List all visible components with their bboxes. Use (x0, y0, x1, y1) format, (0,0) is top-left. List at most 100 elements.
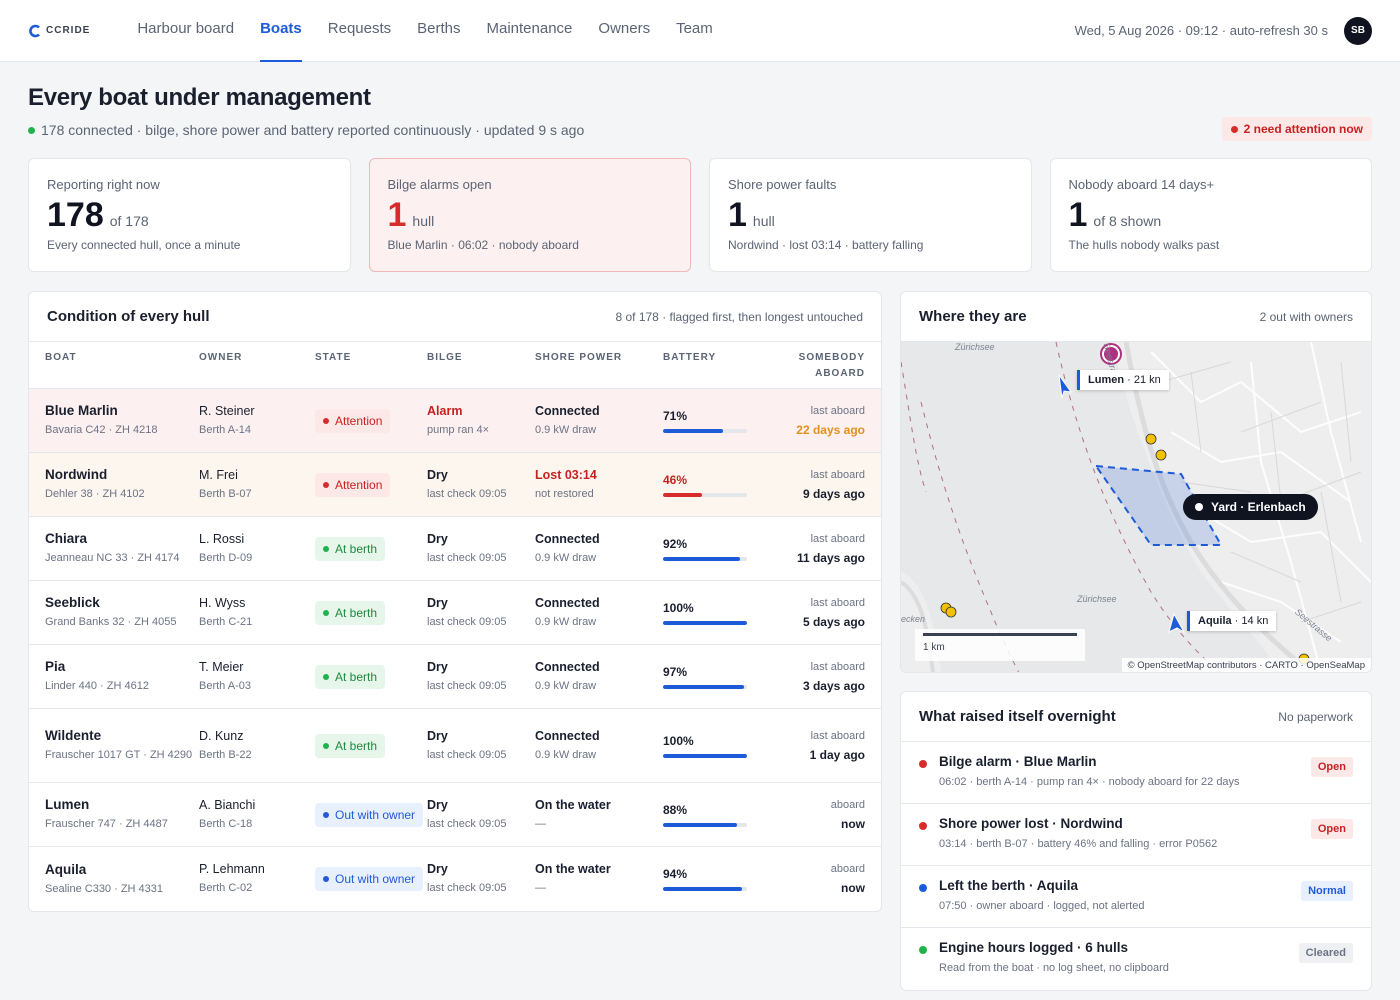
shore-power-detail: 0.9 kW draw (535, 551, 597, 564)
stat-card-nobody-aboard[interactable]: Nobody aboard 14 days+ 1 of 8 shown The h… (1049, 158, 1372, 272)
shore-power-status: Connected (535, 403, 600, 418)
boat-name[interactable]: Lumen (45, 797, 90, 813)
col-somebody-aboard[interactable]: Somebody aboard (773, 352, 881, 388)
battery-percent: 88% (663, 802, 688, 817)
battery-bar-fill (663, 556, 741, 561)
bilge-status: Dry (427, 595, 448, 610)
table-row[interactable]: Nordwind Dehler 38 · ZH 4102 M. Frei Berth … (29, 453, 881, 517)
col-shore-power[interactable]: Shore power (535, 352, 623, 363)
battery-bar (663, 620, 747, 625)
stat-cards: Reporting right now 178 of 178 Every conn… (28, 158, 1372, 272)
owner-name[interactable]: P. Lehmann (199, 862, 265, 877)
owner-name[interactable]: M. Frei (199, 467, 238, 482)
nav-berths[interactable]: Berths (417, 20, 461, 37)
shore-power-detail: not restored (535, 487, 594, 500)
event-title: Shore power lost · Nordwind (939, 816, 1123, 831)
subtitle-text: 178 connected · bilge, shore power and b… (41, 122, 585, 138)
boat-name[interactable]: Blue Marlin (45, 403, 118, 419)
boat-marker-lumen (1058, 374, 1073, 399)
owner-name[interactable]: T. Meier (199, 659, 244, 674)
status-text: At berth (335, 541, 378, 556)
nav-harbour-board[interactable]: Harbour board (137, 20, 235, 37)
event-status-badge: Normal (1301, 881, 1353, 901)
nav-requests[interactable]: Requests (327, 20, 392, 37)
event-item[interactable]: Engine hours logged · 6 hulls Read from t… (901, 928, 1371, 990)
bilge-status: Dry (427, 467, 448, 482)
table-row[interactable]: Pia Linder 440 · ZH 4612 T. Meier Berth A-0… (29, 645, 881, 709)
berth-label: Berth A-03 (199, 679, 251, 692)
shore-power-detail: 0.9 kW draw (535, 423, 597, 436)
stat-note: Every connected hull, once a minute (47, 238, 241, 252)
hull-condition-panel: Condition of every hull 8 of 178 · flagg… (28, 291, 882, 912)
nav-boats[interactable]: Boats (247, 0, 315, 62)
col-state[interactable]: State (315, 352, 352, 363)
boat-name[interactable]: Wildente (45, 728, 102, 744)
map-attribution[interactable]: © OpenStreetMap contributors · CARTO · O… (1121, 658, 1371, 672)
boat-name[interactable]: Aquila (45, 861, 87, 877)
scale-label: 1 km (923, 642, 945, 653)
owner-name[interactable]: A. Bianchi (199, 797, 256, 812)
col-aboard-line-1: Somebody (798, 352, 865, 363)
attention-badge[interactable]: 2 need attention now (1221, 117, 1372, 141)
stat-value: 1 (728, 196, 747, 234)
boat-model: Frauscher 1017 GT · ZH 4290 (45, 749, 193, 762)
aboard-value: 11 days ago (796, 550, 865, 565)
boat-name[interactable]: Chiara (45, 531, 88, 547)
stat-card-bilge[interactable]: Bilge alarms open 1 hull Blue Marlin · 06… (368, 158, 691, 272)
status-text: Out with owner (335, 807, 416, 822)
harbour-map[interactable]: Zürichsee Zürichsee Seestrasse Seestrass… (901, 342, 1371, 672)
status-dot-icon (323, 742, 329, 749)
boat-label-lumen[interactable]: Lumen · 21 kn (1077, 370, 1169, 390)
status-badge: At berth (315, 536, 386, 561)
table-row[interactable]: Chiara Jeanneau NC 33 · ZH 4174 L. Rossi Be… (29, 517, 881, 581)
event-title: Engine hours logged · 6 hulls (939, 940, 1129, 955)
status-dot-icon (323, 545, 329, 552)
boat-label-name: Lumen (1088, 374, 1125, 386)
map-panel: Where they are 2 out with owners (900, 291, 1372, 673)
table-header: Boat Owner State Bilge Shore power Batte… (29, 342, 881, 389)
yard-label[interactable]: Yard · Erlenbach (1183, 494, 1318, 520)
stat-card-shore-power[interactable]: Shore power faults 1 hull Nordwind · lost… (709, 158, 1032, 272)
owner-name[interactable]: H. Wyss (199, 595, 246, 610)
col-owner[interactable]: Owner (199, 352, 243, 363)
boat-name[interactable]: Pia (45, 659, 66, 675)
panel-meta: 2 out with owners (1259, 309, 1353, 324)
stat-unit: hull (752, 213, 775, 229)
status-dot-icon (323, 609, 329, 616)
event-item[interactable]: Left the berth · Aquila 07:50 · owner abo… (901, 866, 1371, 928)
table-row[interactable]: Seeblick Grand Banks 32 · ZH 4055 H. Wyss B… (29, 581, 881, 645)
event-detail: 03:14 · berth B-07 · battery 46% and fal… (939, 838, 1218, 850)
panel-title: What raised itself overnight (919, 708, 1116, 725)
shore-power-detail: 0.9 kW draw (535, 748, 597, 761)
berth-label: Berth B-07 (199, 487, 252, 500)
battery-bar (663, 556, 747, 561)
table-row[interactable]: Lumen Frauscher 747 · ZH 4487 A. Bianchi Be… (29, 783, 881, 847)
col-bilge[interactable]: Bilge (427, 352, 463, 363)
bilge-detail: last check 09:05 (427, 615, 507, 628)
event-item[interactable]: Shore power lost · Nordwind 03:14 · berth… (901, 804, 1371, 866)
table-row[interactable]: Aquila Sealine C330 · ZH 4331 P. Lehmann Be… (29, 847, 881, 911)
nav-owners[interactable]: Owners (598, 20, 651, 37)
event-item[interactable]: Bilge alarm · Blue Marlin 06:02 · berth A… (901, 742, 1371, 804)
owner-name[interactable]: D. Kunz (199, 728, 244, 743)
stat-label: Reporting right now (47, 177, 160, 192)
boat-name[interactable]: Seeblick (45, 595, 100, 611)
stat-note: Nordwind · lost 03:14 · battery falling (728, 238, 924, 252)
event-title: Bilge alarm · Blue Marlin (939, 754, 1097, 769)
nav-maintenance[interactable]: Maintenance (486, 20, 573, 37)
stat-card-reporting[interactable]: Reporting right now 178 of 178 Every conn… (28, 158, 351, 272)
col-boat[interactable]: Boat (45, 352, 77, 363)
aboard-value: 5 days ago (802, 614, 865, 629)
table-row[interactable]: Blue Marlin Bavaria C42 · ZH 4218 R. Stein… (29, 389, 881, 453)
avatar[interactable]: SB (1344, 16, 1372, 45)
table-row[interactable]: Wildente Frauscher 1017 GT · ZH 4290 D. Ku… (29, 709, 881, 783)
shore-power-detail: — (535, 882, 546, 895)
boat-label-aquila[interactable]: Aquila · 14 kn (1187, 611, 1277, 631)
aboard-label: aboard (830, 863, 865, 875)
owner-name[interactable]: R. Steiner (199, 403, 255, 418)
col-battery[interactable]: Battery (663, 352, 717, 363)
boat-name[interactable]: Nordwind (45, 467, 108, 483)
owner-name[interactable]: L. Rossi (199, 531, 245, 546)
nav-team[interactable]: Team (676, 20, 713, 37)
logo[interactable]: CCRIDE (28, 24, 90, 38)
